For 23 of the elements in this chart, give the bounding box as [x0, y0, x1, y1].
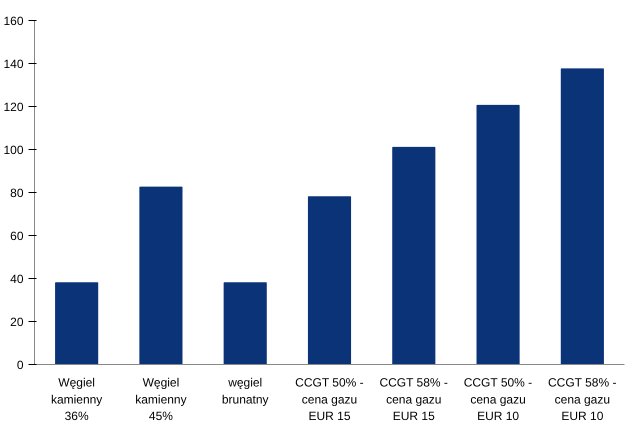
- x-tick-label: węgiel brunatny: [222, 376, 269, 406]
- x-tick-label: CCGT 58% - cena gazu EUR 10: [548, 376, 616, 424]
- y-tick-label: 60: [10, 229, 24, 243]
- y-tick-label: 40: [10, 272, 24, 286]
- y-tick-label: 140: [3, 57, 24, 71]
- x-tick-label: CCGT 50% - cena gazu EUR 15: [295, 376, 364, 424]
- bar: [392, 146, 436, 364]
- bar: [224, 282, 267, 364]
- bar: [55, 282, 98, 364]
- x-tick-label: CCGT 50% - cena gazu EUR 10: [464, 376, 532, 424]
- y-tick-label: 160: [3, 14, 24, 28]
- x-tick-label: CCGT 58% - cena gazu EUR 15: [379, 376, 448, 424]
- y-tick-label: 80: [10, 186, 24, 200]
- y-tick-label: 120: [3, 100, 24, 114]
- bar: [560, 68, 604, 364]
- x-tick-label: Węgiel kamienny 45%: [135, 376, 187, 424]
- bar: [476, 104, 520, 364]
- y-tick-label: 0: [16, 358, 24, 372]
- y-tick-label: 20: [10, 315, 24, 329]
- bar: [308, 196, 352, 364]
- y-tick-label: 100: [3, 143, 24, 157]
- x-tick-label: Węgiel kamienny 36%: [50, 376, 102, 424]
- bar: [139, 186, 182, 364]
